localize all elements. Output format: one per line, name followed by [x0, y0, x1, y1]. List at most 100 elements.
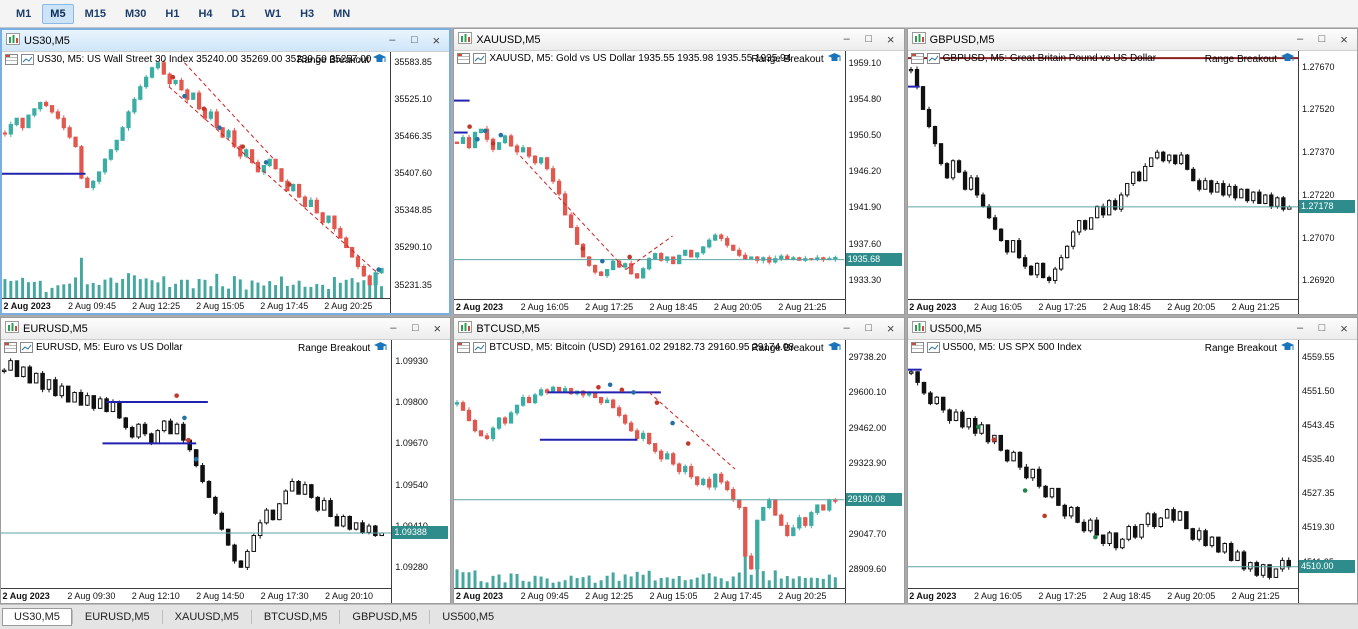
- timeframe-w1-button[interactable]: W1: [264, 7, 282, 20]
- chart-window-icon: [458, 321, 473, 336]
- chart-window-us30[interactable]: US30,M5 – □ × US30, M5: US Wall Street 3…: [0, 28, 452, 315]
- minimize-button[interactable]: –: [1296, 33, 1304, 45]
- price-tick: 1.09670: [395, 438, 428, 449]
- chart-window-eurusd[interactable]: EURUSD,M5 – □ × EURUSD, M5: Euro vs US D…: [0, 317, 452, 604]
- journal-icon[interactable]: [20, 342, 33, 353]
- candlestick-plot[interactable]: [454, 51, 845, 299]
- time-tick: 2 Aug 20:25: [778, 591, 827, 601]
- price-axis[interactable]: 1.27670 1.27520 1.27370 1.27220 1.27070 1.269…: [1299, 51, 1357, 314]
- maximize-button[interactable]: □: [865, 33, 872, 45]
- time-axis[interactable]: 2 Aug 2023 2 Aug 09:30 2 Aug 12:10 2 Aug 14…: [1, 588, 392, 603]
- minimize-button[interactable]: –: [843, 33, 850, 45]
- chart-area[interactable]: BTCUSD, M5: Bitcoin (USD) 29161.02 29182…: [454, 340, 904, 603]
- time-axis[interactable]: 2 Aug 2023 2 Aug 16:05 2 Aug 17:25 2 Aug 18…: [454, 299, 845, 314]
- tab-btcusd-m5[interactable]: BTCUSD,M5: [263, 611, 328, 623]
- tab-us500-m5[interactable]: US500,M5: [442, 611, 495, 623]
- timeframe-h3-button[interactable]: H3: [300, 7, 315, 20]
- window-titlebar[interactable]: GBPUSD,M5 – □ ×: [907, 29, 1357, 51]
- minimize-button[interactable]: –: [843, 322, 850, 334]
- close-button[interactable]: ×: [886, 32, 895, 47]
- candlestick-plot[interactable]: [454, 340, 845, 588]
- indicator-label: Range Breakout: [1204, 343, 1277, 354]
- price-tick: 1.09540: [395, 479, 428, 490]
- chart-area[interactable]: US500, M5: US SPX 500 Index Range Breako…: [907, 340, 1357, 603]
- time-axis[interactable]: 2 Aug 2023 2 Aug 16:05 2 Aug 17:25 2 Aug 18…: [907, 299, 1298, 314]
- price-tick: 35407.60: [394, 168, 432, 179]
- time-axis[interactable]: 2 Aug 2023 2 Aug 09:45 2 Aug 12:25 2 Aug 15…: [2, 298, 391, 313]
- maximize-button[interactable]: □: [1318, 322, 1326, 334]
- time-tick: 2 Aug 2023: [2, 591, 50, 601]
- time-tick: 2 Aug 09:45: [520, 591, 569, 601]
- journal-icon[interactable]: [473, 53, 487, 64]
- candlestick-plot[interactable]: [907, 340, 1298, 588]
- table-icon[interactable]: [457, 53, 471, 64]
- tab-gbpusd-m5[interactable]: GBPUSD,M5: [352, 611, 418, 623]
- journal-icon[interactable]: [21, 54, 34, 65]
- timeframe-m1-button[interactable]: M1: [16, 7, 32, 20]
- time-axis[interactable]: 2 Aug 2023 2 Aug 16:05 2 Aug 17:25 2 Aug 18…: [907, 588, 1298, 603]
- chart-window-btcusd[interactable]: BTCUSD,M5 – □ × BTCUSD, M5: Bitcoin (USD…: [453, 317, 905, 604]
- table-icon[interactable]: [457, 342, 471, 353]
- table-icon[interactable]: [4, 342, 17, 353]
- chart-area[interactable]: US30, M5: US Wall Street 30 Index 35240.…: [2, 52, 450, 313]
- journal-icon[interactable]: [926, 53, 940, 64]
- chart-window-us500[interactable]: US500,M5 – □ × US500, M5: US SPX 500 Ind…: [906, 317, 1358, 604]
- close-button[interactable]: ×: [1340, 32, 1348, 47]
- timeframe-m15-button[interactable]: M15: [84, 7, 106, 20]
- minimize-button[interactable]: –: [1296, 322, 1304, 334]
- price-axis[interactable]: 1959.10 1954.80 1950.50 1946.20 1941.90 1937.…: [845, 51, 904, 314]
- window-titlebar[interactable]: US30,M5 – □ ×: [2, 30, 450, 52]
- window-titlebar[interactable]: XAUUSD,M5 – □ ×: [454, 29, 904, 51]
- window-titlebar[interactable]: BTCUSD,M5 – □ ×: [454, 318, 904, 340]
- window-title: US30,M5: [24, 34, 70, 47]
- price-tick: 35290.10: [394, 242, 432, 253]
- price-axis[interactable]: 29738.2029600.1029462.0029323.9029185.80…: [845, 340, 904, 603]
- price-tick: 1.09800: [395, 397, 428, 407]
- maximize-button[interactable]: □: [411, 34, 418, 46]
- tab-separator: [339, 610, 341, 624]
- maximize-button[interactable]: □: [1318, 33, 1326, 45]
- close-button[interactable]: ×: [886, 321, 895, 336]
- candlestick-plot[interactable]: [907, 51, 1298, 299]
- chart-area[interactable]: EURUSD, M5: Euro vs US Dollar Range Brea…: [1, 340, 451, 603]
- window-titlebar[interactable]: US500,M5 – □ ×: [907, 318, 1357, 340]
- window-titlebar[interactable]: EURUSD,M5 – □ ×: [1, 318, 451, 340]
- chart-window-xauusd[interactable]: XAUUSD,M5 – □ × XAUUSD, M5: Gold vs US D…: [453, 28, 905, 315]
- close-button[interactable]: ×: [1340, 321, 1348, 336]
- price-axis[interactable]: 1.099301.098001.096701.095401.094101.092…: [392, 340, 451, 603]
- minimize-button[interactable]: –: [390, 322, 397, 334]
- candlestick-plot[interactable]: [2, 52, 390, 298]
- timeframe-m30-button[interactable]: M30: [124, 7, 147, 20]
- tab-us30-m5[interactable]: US30,M5: [2, 608, 72, 626]
- journal-icon[interactable]: [473, 342, 487, 353]
- tab-eurusd-m5[interactable]: EURUSD,M5: [84, 611, 150, 623]
- maximize-button[interactable]: □: [412, 322, 419, 334]
- table-icon[interactable]: [910, 342, 924, 353]
- tab-xauusd-m5[interactable]: XAUUSD,M5: [174, 611, 239, 623]
- close-button[interactable]: ×: [432, 33, 441, 48]
- candlestick-plot[interactable]: [1, 340, 392, 588]
- timeframe-m5-button[interactable]: M5: [42, 3, 74, 24]
- time-tick: 2 Aug 21:25: [778, 302, 827, 312]
- graduation-cap-icon: [1281, 53, 1294, 66]
- chart-window-gbpusd[interactable]: GBPUSD,M5 – □ × GBPUSD, M5: Great Britai…: [906, 28, 1358, 315]
- timeframe-h4-button[interactable]: H4: [198, 7, 213, 20]
- table-icon[interactable]: [5, 54, 18, 65]
- maximize-button[interactable]: □: [865, 322, 872, 334]
- price-axis[interactable]: 35583.85 35525.10 35466.35 35407.60 35348.85…: [391, 52, 450, 313]
- chart-window-icon: [911, 32, 926, 47]
- journal-icon[interactable]: [926, 342, 940, 353]
- timeframe-d1-button[interactable]: D1: [231, 7, 246, 20]
- ohlc-info: EURUSD, M5: Euro vs US Dollar: [36, 342, 183, 353]
- price-tick: 1.09930: [395, 355, 428, 366]
- time-tick: 2 Aug 17:45: [713, 591, 762, 601]
- timeframe-mn-button[interactable]: MN: [333, 7, 351, 20]
- chart-area[interactable]: XAUUSD, M5: Gold vs US Dollar 1935.55 19…: [454, 51, 904, 314]
- timeframe-h1-button[interactable]: H1: [165, 7, 180, 20]
- price-axis[interactable]: 4559.55 4551.50 4543.45 4535.40 4527.35 4519.…: [1299, 340, 1357, 603]
- close-button[interactable]: ×: [433, 321, 442, 336]
- table-icon[interactable]: [910, 53, 924, 64]
- chart-area[interactable]: GBPUSD, M5: Great Britain Pound vs US Do…: [907, 51, 1357, 314]
- time-axis[interactable]: 2 Aug 2023 2 Aug 09:45 2 Aug 12:25 2 Aug 15…: [454, 588, 845, 603]
- minimize-button[interactable]: –: [389, 34, 396, 46]
